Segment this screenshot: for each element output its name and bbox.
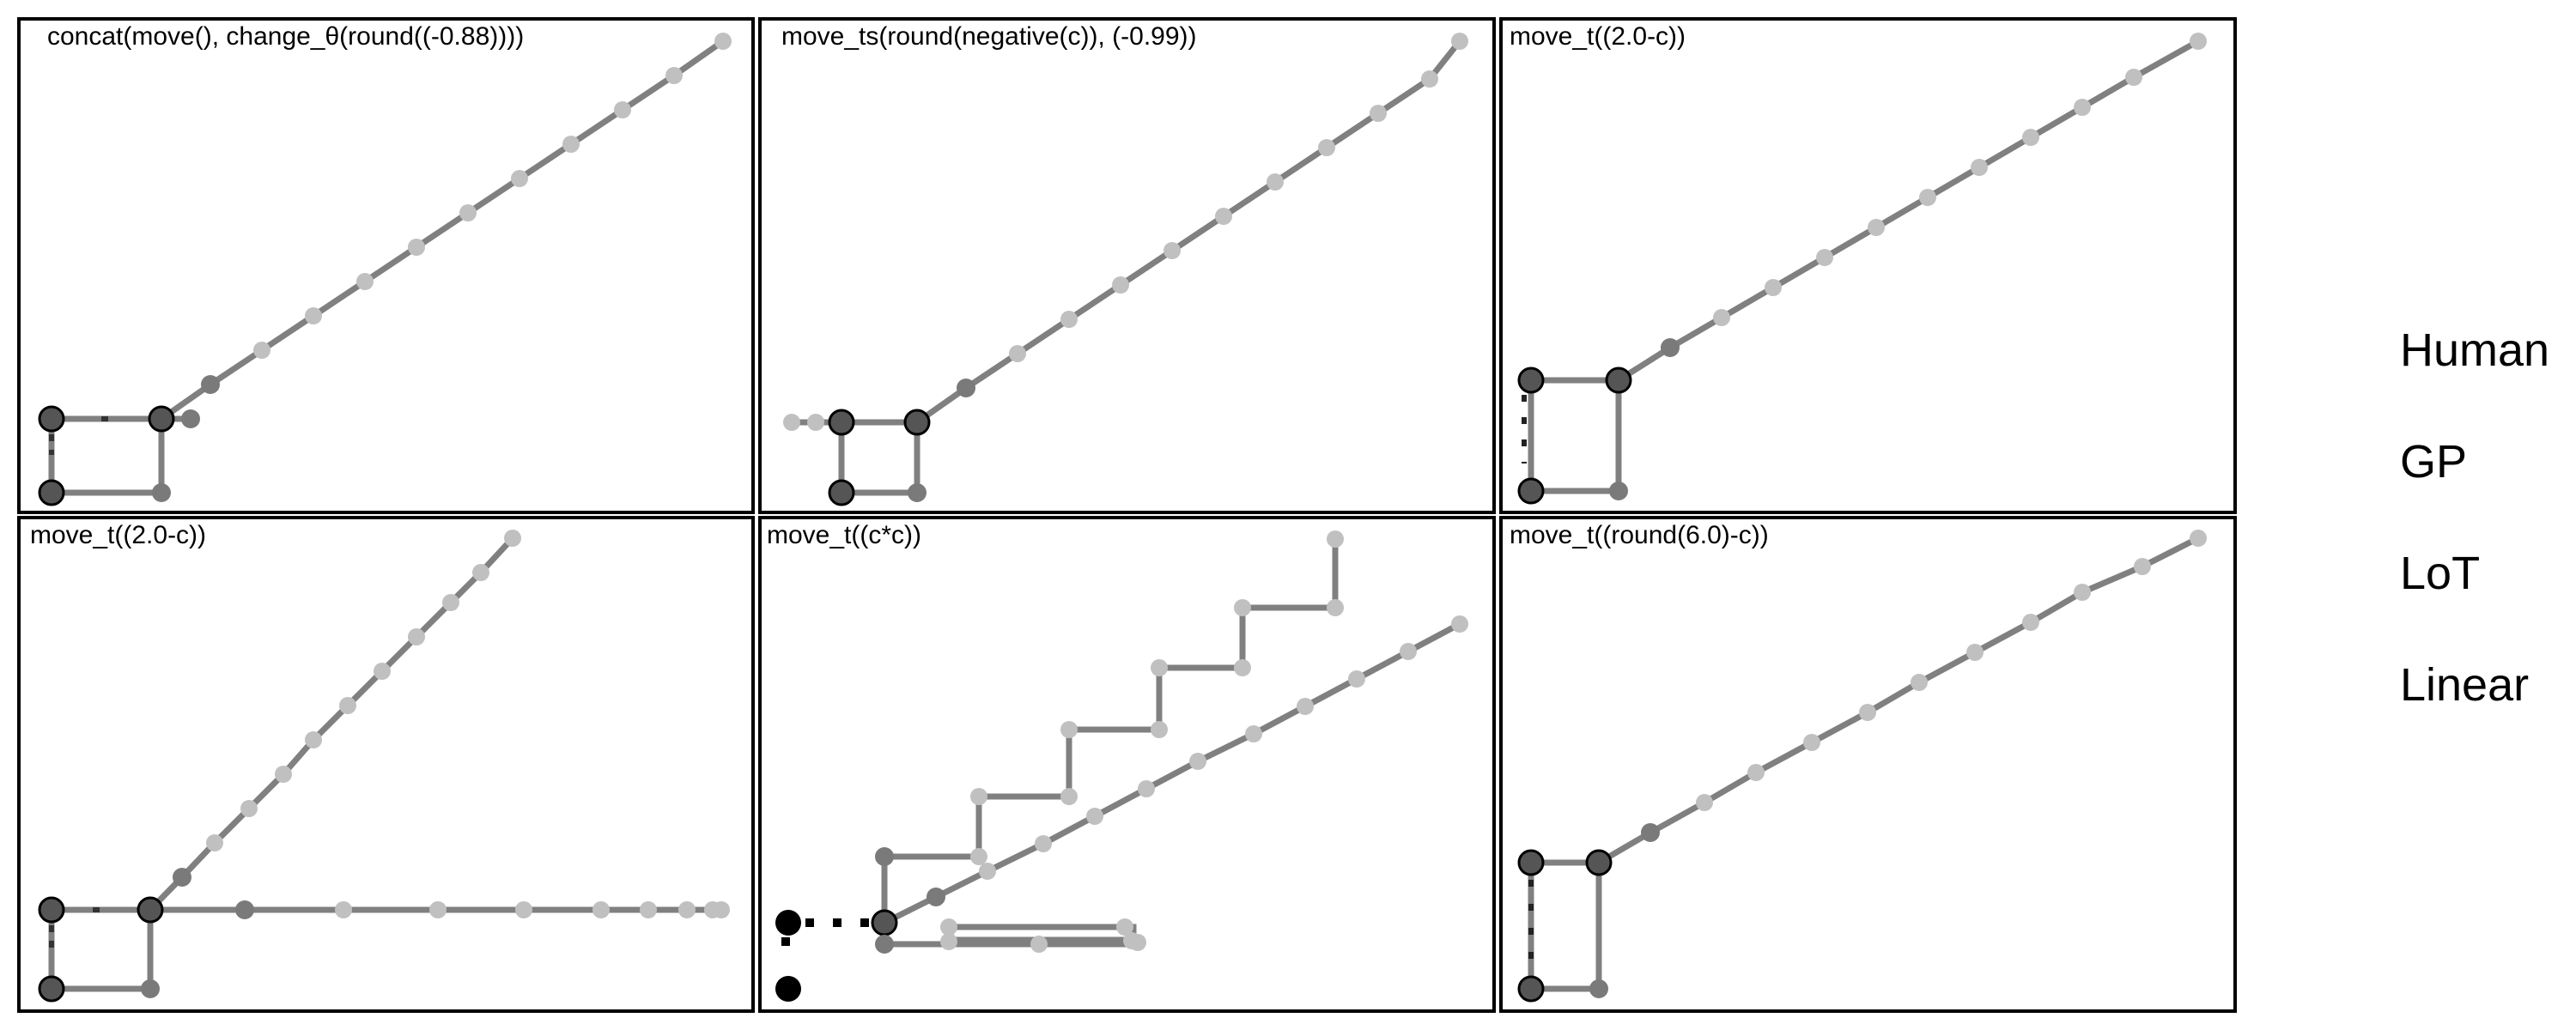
panel-2-title: move_ts(round(negative(c)), (-0.99)) (781, 22, 1197, 51)
panel-5-title: move_t((c*c)) (767, 521, 921, 549)
legend-gp: GP (2400, 436, 2467, 488)
panel-1-title: concat(move(), change_θ(round((-0.88)))) (47, 22, 524, 51)
panel-2: move_ts(round(negative(c)), (-0.99)) (758, 17, 1496, 514)
panel-1: concat(move(), change_θ(round((-0.88)))) (17, 17, 755, 514)
panel-2-drawing (783, 33, 1468, 506)
panel-3-drawing (1517, 33, 2207, 505)
panel-3: move_t((2.0-c)) (1499, 17, 2237, 514)
legend-linear: Linear (2400, 659, 2529, 711)
panel-3-title: move_t((2.0-c)) (1510, 22, 1686, 51)
panel-5-drawing (775, 530, 1468, 1002)
panel-6: move_t((round(6.0)-c)) (1499, 516, 2237, 1013)
panel-6-title: move_t((round(6.0)-c)) (1510, 521, 1769, 549)
panel-1-drawing (38, 33, 732, 506)
panel-4: move_t((2.0-c)) (17, 516, 755, 1013)
panel-4-title: move_t((2.0-c)) (30, 521, 206, 549)
legend-human: Human (2400, 324, 2549, 376)
panel-6-drawing (1517, 530, 2207, 1003)
panel-4-drawing (38, 530, 730, 1003)
legend: Human GP LoT Linear (2400, 324, 2549, 711)
legend-lot: LoT (2400, 548, 2480, 599)
panel-5: move_t((c*c)) (758, 516, 1496, 1013)
